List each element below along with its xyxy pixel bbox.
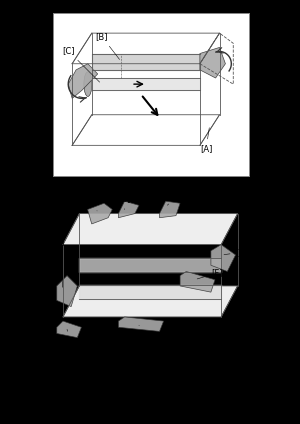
Polygon shape [160, 201, 180, 218]
Text: [B]: [B] [96, 32, 120, 59]
Polygon shape [57, 321, 81, 338]
Text: [G]: [G] [139, 325, 152, 340]
Polygon shape [211, 245, 236, 271]
Polygon shape [118, 317, 164, 332]
Text: [E]: [E] [224, 248, 248, 257]
Text: [A]: [A] [200, 128, 212, 153]
Polygon shape [63, 214, 238, 245]
Text: [C]: [C] [62, 47, 100, 82]
Text: [F]: [F] [197, 268, 222, 279]
Polygon shape [57, 276, 77, 307]
Polygon shape [63, 286, 238, 317]
Polygon shape [180, 271, 215, 292]
Polygon shape [118, 201, 139, 218]
Text: [H]: [H] [63, 329, 76, 346]
Polygon shape [84, 72, 92, 96]
Polygon shape [200, 47, 225, 78]
Polygon shape [84, 72, 92, 96]
Text: [A]: [A] [53, 237, 65, 287]
Text: [B]: [B] [88, 196, 100, 211]
FancyBboxPatch shape [52, 13, 249, 176]
Text: [D]: [D] [167, 190, 183, 205]
Text: [C]: [C] [118, 194, 131, 209]
Polygon shape [68, 64, 98, 98]
Polygon shape [88, 203, 112, 224]
